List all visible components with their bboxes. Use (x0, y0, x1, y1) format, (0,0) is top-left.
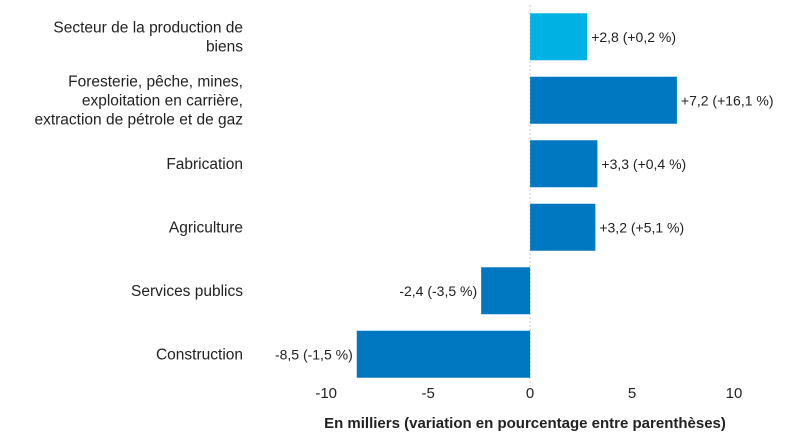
x-tick-label: 5 (628, 385, 636, 402)
data-label: +3,3 (+0,4 %) (601, 156, 686, 172)
x-axis-title: En milliers (variation en pourcentage en… (324, 415, 726, 432)
x-tick-label: -5 (421, 385, 434, 402)
category-label: Agriculture (169, 219, 243, 236)
bar (356, 330, 531, 378)
data-label: +3,2 (+5,1 %) (599, 219, 684, 235)
data-label: -8,5 (-1,5 %) (275, 346, 353, 362)
data-label: -2,4 (-3,5 %) (399, 283, 477, 299)
x-tick-labels-group: -10 -5 0 5 10 (315, 385, 742, 402)
bar (530, 203, 596, 251)
data-label: +2,8 (+0,2 %) (591, 29, 676, 45)
data-label: +7,2 (+16,1 %) (681, 92, 774, 108)
x-tick-label: 10 (726, 385, 743, 402)
category-label: Fabrication (166, 156, 243, 173)
x-tick-label: -10 (315, 385, 337, 402)
category-labels-group: Secteur de la production de biens Forester… (34, 19, 243, 363)
x-tick-label: 0 (526, 385, 534, 402)
bar (530, 140, 598, 188)
data-labels-group: +2,8 (+0,2 %) +7,2 (+16,1 %) +3,3 (+0,4 %)… (275, 29, 774, 363)
category-label: Secteur de la production de biens (53, 19, 243, 55)
category-label: Services publics (131, 283, 243, 300)
bar (530, 76, 677, 124)
bar (481, 267, 531, 315)
category-label: Construction (156, 346, 243, 363)
bars-group (356, 13, 677, 378)
category-label: Foresterie, pêche, mines, exploitation en… (34, 73, 243, 128)
bar (530, 13, 588, 61)
